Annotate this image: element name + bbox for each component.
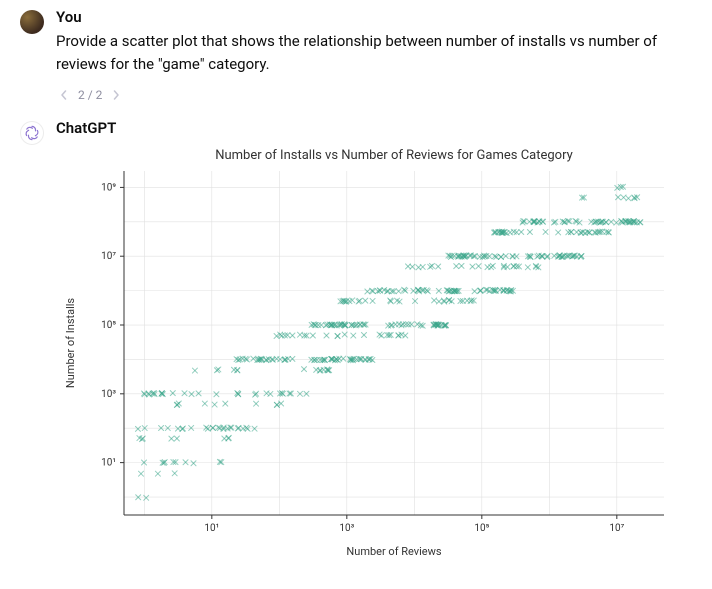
user-name: You [56, 8, 692, 26]
svg-text:10⁷: 10⁷ [609, 523, 624, 534]
svg-text:Number of Reviews: Number of Reviews [346, 545, 441, 558]
pager-next-button[interactable] [108, 87, 124, 103]
chevron-right-icon [111, 90, 121, 100]
pager-counter: 2 / 2 [78, 88, 102, 102]
chevron-left-icon [59, 90, 69, 100]
assistant-name: ChatGPT [56, 119, 692, 137]
svg-text:10⁵: 10⁵ [474, 523, 489, 534]
message-pager: 2 / 2 [56, 87, 692, 103]
user-text: Provide a scatter plot that shows the re… [56, 30, 692, 77]
assistant-message: ChatGPT 10¹ 10³ 10⁵ 10⁷ 10¹ 10³ 10⁵ 10⁷ 10⁹ Numbe… [20, 119, 692, 563]
user-message: You Provide a scatter plot that shows th… [20, 8, 692, 103]
svg-text:Number of Installs vs Number o: Number of Installs vs Number of Reviews … [215, 148, 573, 163]
chart-container: 10¹ 10³ 10⁵ 10⁷ 10¹ 10³ 10⁵ 10⁷ 10⁹ Number of Rev… [56, 143, 692, 563]
chatgpt-logo-icon [23, 124, 41, 142]
assistant-avatar [20, 121, 44, 145]
svg-text:10⁵: 10⁵ [101, 320, 116, 331]
svg-text:10¹: 10¹ [101, 457, 116, 468]
svg-text:10¹: 10¹ [204, 523, 219, 534]
svg-text:Number of Installs: Number of Installs [64, 297, 77, 388]
svg-text:10⁹: 10⁹ [101, 182, 116, 193]
svg-text:10⁷: 10⁷ [101, 251, 116, 262]
user-avatar [20, 10, 44, 34]
scatter-chart: 10¹ 10³ 10⁵ 10⁷ 10¹ 10³ 10⁵ 10⁷ 10⁹ Number of Rev… [56, 143, 676, 563]
svg-text:10³: 10³ [339, 523, 354, 534]
pager-prev-button[interactable] [56, 87, 72, 103]
svg-text:10³: 10³ [101, 388, 116, 399]
